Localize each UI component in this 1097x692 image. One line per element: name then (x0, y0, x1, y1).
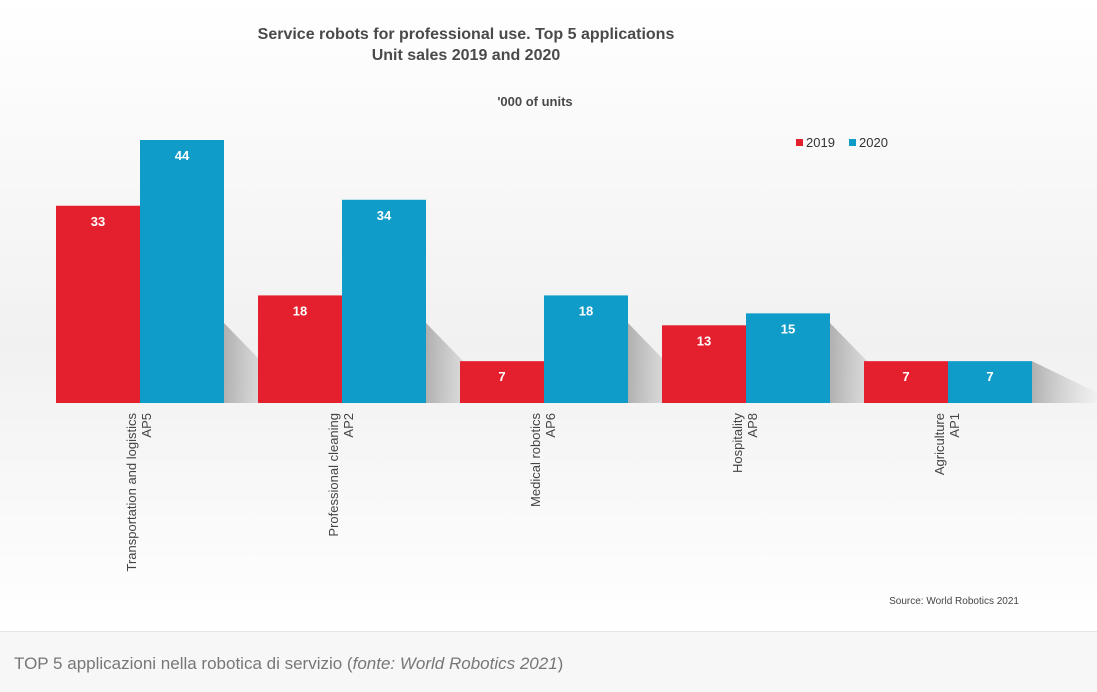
value-label-2019-1: 18 (293, 303, 307, 318)
value-label-2019-4: 7 (902, 369, 909, 384)
legend-label-2020: 2020 (859, 135, 888, 150)
category-label-line: Agriculture (932, 413, 947, 475)
caption-bar: TOP 5 applicazioni nella robotica di ser… (0, 631, 1097, 692)
chart-figure: 33 44 18 34 7 18 13 15 7 7 Transportation and log… (0, 0, 1097, 630)
value-label-2020-3: 15 (781, 321, 795, 336)
legend-swatch-2019 (796, 139, 803, 146)
bar-2020-2 (544, 295, 628, 403)
category-label-3: Hospitality AP8 (730, 413, 760, 473)
legend-swatch-2020 (849, 139, 856, 146)
bar-2019-0 (56, 205, 140, 403)
category-label-line: Hospitality (730, 413, 745, 473)
caption-prefix: TOP 5 applicazioni nella robotica di ser… (14, 654, 353, 673)
bar-2020-1 (342, 199, 426, 403)
caption-suffix: ) (557, 654, 564, 673)
value-label-2020-1: 34 (377, 208, 392, 223)
bar-2020-0 (140, 140, 224, 403)
bar-2019-3 (662, 325, 746, 403)
bar-2019-4 (864, 361, 948, 403)
category-label-line: AP5 (139, 413, 154, 438)
bar-2020-4 (948, 361, 1032, 403)
legend: 2019 2020 (796, 135, 888, 150)
bar-2019-2 (460, 361, 544, 403)
value-label-2020-0: 44 (175, 148, 190, 163)
chart-svg: 33 44 18 34 7 18 13 15 7 7 Transportation and log… (0, 0, 1097, 630)
category-label-line: Medical robotics (528, 413, 543, 507)
value-label-2020-4: 7 (986, 369, 993, 384)
value-label-2019-3: 13 (697, 333, 711, 348)
category-label-2: Medical robotics AP6 (528, 413, 558, 507)
category-label-line: Professional cleaning (326, 413, 341, 537)
category-label-line: AP6 (543, 413, 558, 438)
legend-label-2019: 2019 (806, 135, 835, 150)
value-label-2019-2: 7 (498, 369, 505, 384)
category-label-line: AP2 (341, 413, 356, 438)
value-label-2020-2: 18 (579, 303, 593, 318)
category-label-line: AP1 (947, 413, 962, 438)
category-label-line: AP8 (745, 413, 760, 438)
category-label-4: Agriculture AP1 (932, 413, 962, 475)
caption-source: fonte: World Robotics 2021 (352, 654, 558, 673)
bar-2020-3 (746, 313, 830, 403)
value-label-2019-0: 33 (91, 214, 105, 229)
unit-label: '000 of units (497, 94, 572, 109)
chart-subtitle: Unit sales 2019 and 2020 (372, 47, 561, 64)
chart-title: Service robots for professional use. Top… (258, 26, 675, 43)
bar-2019-1 (258, 295, 342, 403)
category-label-1: Professional cleaning AP2 (326, 413, 356, 537)
category-label-0: Transportation and logistics AP5 (124, 413, 154, 572)
bar-shadow (1032, 361, 1097, 403)
source-note: Source: World Robotics 2021 (889, 596, 1019, 607)
category-label-line: Transportation and logistics (124, 413, 139, 572)
image-caption: TOP 5 applicazioni nella robotica di ser… (14, 654, 563, 674)
